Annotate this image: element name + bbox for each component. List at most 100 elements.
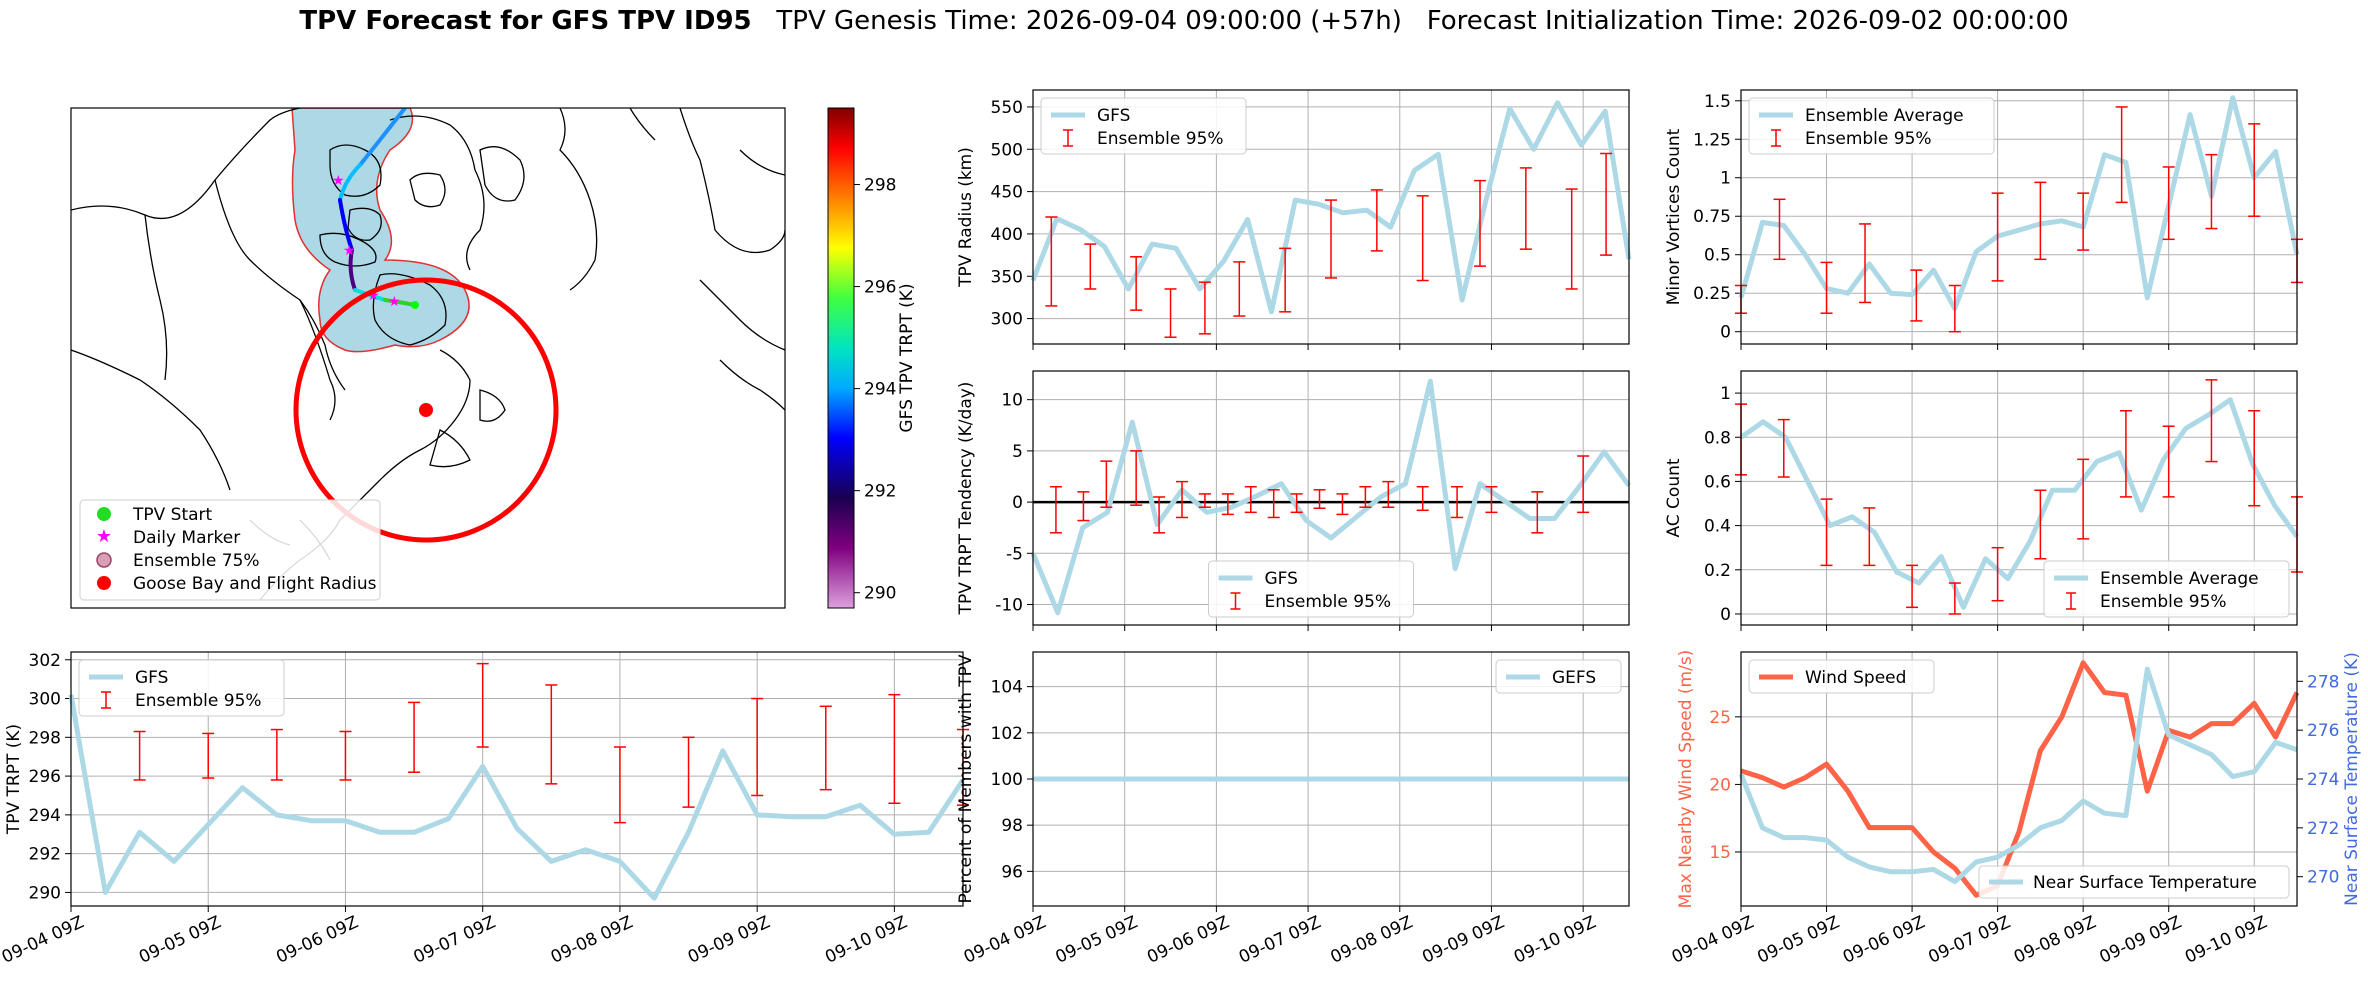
ensemble-errorbar (1313, 489, 1326, 509)
plot-frame (70, 651, 964, 907)
ensemble-errorbar (1279, 247, 1292, 313)
chart-legend-secondary: Near Surface Temperature (1978, 865, 2290, 899)
chart-legend: GFS Ensemble 95% (1040, 97, 1247, 155)
y-tick-label: 0 (1720, 605, 1731, 625)
legend-label: Ensemble 95% (1097, 129, 1224, 149)
x-tick-label: 09-08 09Z (548, 912, 636, 967)
ensemble-errorbar (1045, 216, 1058, 307)
y-tick-label: 296 (29, 767, 61, 787)
x-tick-label: 09-10 09Z (1511, 912, 1599, 967)
map-panel: ★ ★ ★ ★ ★ TPV Start Daily Marker Ensemble … (70, 107, 917, 609)
legend-label: GFS (135, 668, 168, 688)
legend-box (1040, 97, 1247, 155)
x-tick-label: 09-06 09Z (1840, 912, 1928, 967)
ensemble-errorbar (202, 732, 215, 779)
x-tick-label: 09-05 09Z (136, 912, 224, 967)
legend-box (1748, 97, 1995, 155)
ensemble-errorbar (1221, 493, 1234, 516)
colorbar: 290 292 294 296 298 GFS TPV TRPT (K) (827, 107, 917, 609)
x-tick-label: 09-09 09Z (1419, 912, 1507, 967)
goose-bay-marker (419, 403, 433, 417)
ensemble-errorbar (1991, 192, 2004, 282)
chart-legend: GEFS (1495, 659, 1622, 694)
ensemble-errorbar (1519, 167, 1532, 250)
legend-box (1748, 659, 1935, 694)
ensemble-errorbar (1577, 455, 1590, 514)
y-tick-label: 0.8 (1704, 428, 1731, 448)
ensemble-errorbar (2119, 410, 2132, 498)
ensemble-errorbar (1820, 498, 1833, 567)
init-time: Forecast Initialization Time: 2026-09-02… (1426, 6, 2069, 36)
y-tick-label: 25 (1709, 708, 1731, 728)
ensemble-errorbar (1991, 546, 2004, 602)
y-tick-label: 292 (29, 845, 61, 865)
y2-tick-label: 274 (2307, 770, 2339, 790)
y2-tick-label: 272 (2307, 819, 2339, 839)
y-tick-label: -10 (995, 596, 1023, 616)
x-tick-label: 09-07 09Z (411, 912, 499, 967)
x-tick-label: 09-04 09Z (961, 912, 1049, 967)
legend-label: GFS (1265, 569, 1298, 589)
y-tick-label: 1.5 (1704, 92, 1731, 112)
legend-label: GEFS (1552, 668, 1596, 688)
colorbar-tick-label: 298 (864, 176, 896, 196)
y-tick-label: 302 (29, 651, 61, 671)
plot-frame (1032, 651, 1630, 907)
y-tick-label: 0 (1012, 493, 1023, 513)
ensemble-errorbar (1164, 288, 1177, 338)
y2-tick-label: 276 (2307, 721, 2339, 741)
y-axis-label: AC Count (1664, 458, 1684, 537)
ensemble-errorbar (1382, 480, 1395, 508)
ensemble-errorbar (2248, 410, 2261, 507)
legend-label: Ensemble 95% (1265, 592, 1392, 612)
ensemble-errorbar (2034, 489, 2047, 560)
tpv-start-marker (411, 301, 419, 309)
ensemble-errorbar (408, 701, 421, 773)
legend-tpv-start: TPV Start (132, 505, 213, 525)
ensemble-errorbar (1820, 261, 1833, 314)
y-tick-label: 450 (991, 183, 1023, 203)
ensemble-errorbar (339, 730, 352, 781)
ensemble-errorbar (2077, 458, 2090, 540)
ensemble-errorbar (1153, 496, 1166, 534)
ensemble-errorbar (1198, 493, 1211, 508)
y-axis-label: Max Nearby Wind Speed (m/s) (1676, 650, 1696, 909)
legend-box (1208, 560, 1414, 618)
x-tick-label: 09-08 09Z (2011, 912, 2099, 967)
ensemble-errorbar (1077, 491, 1090, 522)
wind-speed-line (1740, 660, 2300, 898)
ensemble-errorbar (1948, 284, 1961, 333)
ensemble-errorbar (1416, 485, 1429, 512)
ensemble-errorbar (1565, 188, 1578, 290)
legend-label: Ensemble Average (1805, 106, 1964, 126)
legend-goose-bay: Goose Bay and Flight Radius (133, 574, 377, 594)
x-tick-label: 09-06 09Z (273, 912, 361, 967)
svg-text:★: ★ (343, 243, 356, 259)
x-tick-label: 09-05 09Z (1053, 912, 1141, 967)
ensemble-errorbar (1773, 198, 1786, 261)
chart-legend: Wind Speed (1748, 659, 1935, 694)
ensemble-errorbar (1130, 256, 1143, 311)
ensemble-errorbar (1290, 493, 1303, 514)
y-tick-label: 96 (1001, 862, 1023, 882)
ensemble-errorbar (682, 736, 695, 808)
chart-radius: 300 350 400 450 500 550 TPV Radius (km) GFS Ense… (956, 89, 1632, 350)
y-tick-label: 0.25 (1693, 284, 1731, 304)
x-tick-label: 09-05 09Z (1754, 912, 1842, 967)
y-tick-label: 1 (1720, 169, 1731, 189)
legend-label: Ensemble 95% (1805, 129, 1932, 149)
legend-goose-bay-icon (97, 576, 111, 590)
y-tick-label: 104 (991, 678, 1023, 698)
colorbar-tick-label: 296 (864, 278, 896, 298)
x-tick-label: 09-07 09Z (1925, 912, 2013, 967)
ensemble-errorbar (1948, 582, 1961, 615)
ensemble-errorbar (1325, 199, 1337, 279)
y-tick-label: 10 (1001, 391, 1023, 411)
y-tick-label: 550 (991, 98, 1023, 118)
y-tick-label: 300 (991, 310, 1023, 330)
ensemble-errorbar (1244, 485, 1257, 514)
colorbar-label: GFS TPV TRPT (K) (897, 283, 917, 432)
y-tick-label: 290 (29, 883, 61, 903)
